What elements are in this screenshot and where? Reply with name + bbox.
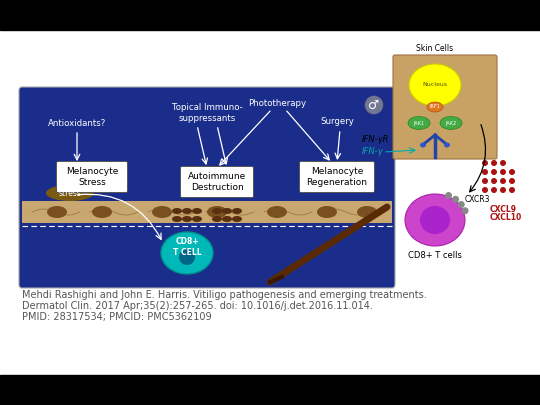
Bar [0,375,540,405]
Circle shape [491,187,497,193]
Circle shape [482,169,488,175]
Text: IRF1: IRF1 [430,104,441,109]
Ellipse shape [409,64,461,106]
Ellipse shape [317,206,337,218]
Text: stress: stress [58,188,82,198]
Text: CXCL9: CXCL9 [490,205,517,215]
Ellipse shape [152,206,172,218]
Ellipse shape [444,143,450,147]
Ellipse shape [222,208,232,214]
FancyBboxPatch shape [19,87,395,288]
Text: Antioxidants?: Antioxidants? [48,119,106,128]
Bar [22,201,392,223]
Circle shape [500,178,506,184]
Circle shape [482,178,488,184]
Text: JAK2: JAK2 [446,121,456,126]
Ellipse shape [172,216,182,222]
Ellipse shape [46,185,94,201]
Circle shape [445,192,452,199]
Ellipse shape [357,206,377,218]
Text: Pathogenesis of Vitiligo: Pathogenesis of Vitiligo [102,3,438,27]
Ellipse shape [161,232,213,274]
Circle shape [509,187,515,193]
Text: IFN-γ: IFN-γ [362,147,383,156]
Text: Skin Cells: Skin Cells [416,44,454,53]
Text: JAK1: JAK1 [414,121,424,126]
Text: IFN-γR: IFN-γR [362,134,389,143]
FancyBboxPatch shape [393,55,497,159]
Ellipse shape [179,249,195,265]
Ellipse shape [192,208,202,214]
Circle shape [482,160,488,166]
Ellipse shape [212,216,222,222]
Ellipse shape [232,216,242,222]
Text: Dermatol Clin. 2017 Apr;35(2):257-265. doi: 10.1016/j.det.2016.11.014.: Dermatol Clin. 2017 Apr;35(2):257-265. d… [22,301,373,311]
Ellipse shape [408,117,430,130]
Circle shape [509,169,515,175]
Ellipse shape [440,117,462,130]
Bar [0,0,540,30]
Ellipse shape [420,143,426,147]
Text: Surgery: Surgery [320,117,354,126]
Text: Topical Immuno-
suppressants: Topical Immuno- suppressants [172,103,242,123]
Text: Phototherapy: Phototherapy [248,98,306,107]
Ellipse shape [182,208,192,214]
Circle shape [491,169,497,175]
Ellipse shape [207,206,227,218]
Ellipse shape [192,216,202,222]
Text: CD8+ T cells: CD8+ T cells [408,251,462,260]
Text: CXCR3: CXCR3 [465,196,490,205]
FancyBboxPatch shape [300,162,375,192]
Ellipse shape [212,208,222,214]
Circle shape [491,178,497,184]
Circle shape [509,178,515,184]
Text: Autoimmune
Destruction: Autoimmune Destruction [188,172,246,192]
Ellipse shape [427,102,443,112]
Text: Melanocyte
Regeneration: Melanocyte Regeneration [307,167,368,187]
Circle shape [491,160,497,166]
Text: CD8+
T CELL: CD8+ T CELL [173,237,201,257]
Text: ♂: ♂ [368,98,380,111]
FancyBboxPatch shape [180,166,253,198]
Ellipse shape [172,208,182,214]
Circle shape [500,160,506,166]
Text: Nucleus: Nucleus [422,83,448,87]
Circle shape [482,187,488,193]
Ellipse shape [405,194,465,246]
Ellipse shape [92,206,112,218]
FancyBboxPatch shape [57,162,127,192]
Ellipse shape [232,208,242,214]
Circle shape [462,207,469,214]
Ellipse shape [182,216,192,222]
Text: PMID: 28317534; PMCID: PMC5362109: PMID: 28317534; PMCID: PMC5362109 [22,312,212,322]
Circle shape [452,196,459,203]
Ellipse shape [420,206,450,234]
Text: Melanocyte
Stress: Melanocyte Stress [66,167,118,187]
Ellipse shape [222,216,232,222]
Circle shape [365,96,383,114]
Circle shape [500,187,506,193]
Ellipse shape [267,206,287,218]
Ellipse shape [47,206,67,218]
Circle shape [458,201,465,208]
Text: CXCL10: CXCL10 [490,213,522,222]
Circle shape [500,169,506,175]
Text: Mehdi Rashighi and John E. Harris. Vitiligo pathogenesis and emerging treatments: Mehdi Rashighi and John E. Harris. Vitil… [22,290,427,300]
